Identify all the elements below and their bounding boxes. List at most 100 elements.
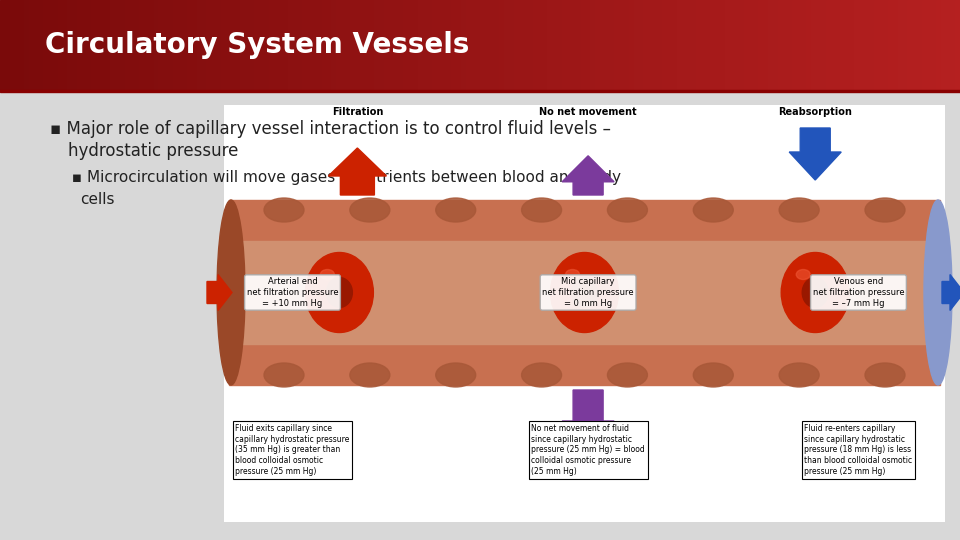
Bar <box>293 0 298 90</box>
Bar <box>821 0 826 90</box>
Bar <box>859 0 864 90</box>
Bar <box>595 0 600 90</box>
Bar <box>374 0 379 90</box>
FancyArrow shape <box>942 274 960 310</box>
Ellipse shape <box>780 363 819 387</box>
Bar <box>91 0 96 90</box>
Bar <box>106 0 110 90</box>
Text: Venous end
net filtration pressure
= –7 mm Hg: Venous end net filtration pressure = –7 … <box>813 277 904 308</box>
Bar <box>634 0 638 90</box>
Bar <box>734 0 739 90</box>
Bar <box>950 0 955 90</box>
Bar <box>494 0 499 90</box>
Ellipse shape <box>349 198 390 222</box>
Ellipse shape <box>865 198 905 222</box>
Bar <box>115 0 120 90</box>
Bar <box>168 0 173 90</box>
Bar <box>0 90 960 92</box>
Bar <box>696 0 701 90</box>
Bar <box>259 0 264 90</box>
Bar <box>10 0 14 90</box>
FancyArrow shape <box>563 156 614 195</box>
Bar <box>917 0 922 90</box>
Bar <box>0 90 960 540</box>
Text: Reabsorption: Reabsorption <box>779 107 852 117</box>
Text: ▪ Microcirculation will move gases & nutrients between blood and body: ▪ Microcirculation will move gases & nut… <box>62 170 621 185</box>
Bar <box>547 0 552 90</box>
Ellipse shape <box>436 198 476 222</box>
Bar <box>677 0 682 90</box>
Ellipse shape <box>865 363 905 387</box>
Bar <box>739 0 744 90</box>
Bar <box>403 0 408 90</box>
Bar <box>307 0 312 90</box>
Bar <box>768 0 773 90</box>
Bar <box>610 0 614 90</box>
Bar <box>58 0 62 90</box>
Bar <box>562 0 566 90</box>
FancyArrow shape <box>563 390 614 447</box>
Ellipse shape <box>571 278 597 307</box>
Bar <box>422 0 427 90</box>
Bar <box>187 0 192 90</box>
Bar <box>226 0 230 90</box>
Bar <box>230 0 235 90</box>
Bar <box>946 0 950 90</box>
Bar <box>533 0 538 90</box>
Ellipse shape <box>608 363 647 387</box>
Bar <box>744 0 749 90</box>
Bar <box>370 0 374 90</box>
Bar <box>499 0 504 90</box>
Bar <box>451 0 456 90</box>
Bar <box>898 0 902 90</box>
Ellipse shape <box>521 363 562 387</box>
Bar <box>77 0 82 90</box>
Bar <box>874 0 878 90</box>
Bar <box>653 0 658 90</box>
Bar <box>614 0 619 90</box>
Ellipse shape <box>565 269 580 280</box>
Bar <box>893 0 898 90</box>
Bar <box>854 0 859 90</box>
Bar <box>264 0 269 90</box>
Bar <box>624 0 629 90</box>
Bar <box>672 0 677 90</box>
Bar <box>730 0 734 90</box>
Ellipse shape <box>924 200 952 385</box>
Bar <box>360 0 365 90</box>
Bar <box>902 0 907 90</box>
Bar <box>120 0 125 90</box>
Bar <box>173 0 178 90</box>
Text: cells: cells <box>80 192 114 207</box>
Bar <box>206 0 211 90</box>
Ellipse shape <box>796 269 810 280</box>
Bar <box>19 0 24 90</box>
Bar <box>811 0 816 90</box>
Bar <box>773 0 778 90</box>
Bar <box>312 0 317 90</box>
Bar <box>485 0 490 90</box>
Ellipse shape <box>349 363 390 387</box>
Bar <box>605 0 610 90</box>
Ellipse shape <box>264 363 304 387</box>
Bar <box>302 0 307 90</box>
Bar <box>552 0 557 90</box>
Bar <box>658 0 662 90</box>
Bar <box>283 0 288 90</box>
Bar <box>331 0 336 90</box>
Ellipse shape <box>781 253 850 333</box>
Bar <box>682 0 686 90</box>
Bar <box>523 0 528 90</box>
Bar <box>749 0 754 90</box>
Ellipse shape <box>780 198 819 222</box>
Bar <box>778 0 782 90</box>
Text: Arterial end
net filtration pressure
= +10 mm Hg: Arterial end net filtration pressure = +… <box>247 277 338 308</box>
Bar <box>581 0 586 90</box>
Ellipse shape <box>803 278 828 307</box>
Bar <box>202 0 206 90</box>
Bar <box>408 0 413 90</box>
Bar <box>384 0 389 90</box>
Bar <box>878 0 883 90</box>
Bar <box>67 0 72 90</box>
Bar <box>48 0 53 90</box>
